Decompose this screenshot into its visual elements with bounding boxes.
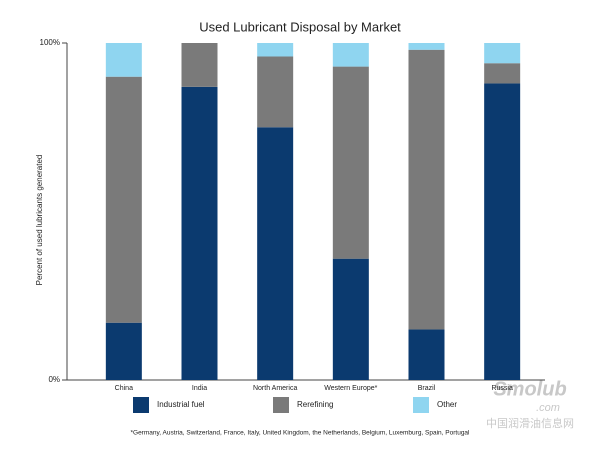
bar-segment — [332, 43, 369, 67]
legend-swatch — [273, 397, 289, 413]
watermark: Smolub — [493, 378, 566, 400]
legend-label: Other — [437, 400, 457, 409]
bar-segment — [105, 43, 142, 77]
chart-title: Used Lubricant Disposal by Market — [199, 19, 401, 34]
y-tick-label: 0% — [48, 375, 60, 384]
bar-segment — [332, 258, 369, 380]
x-tick-label: North America — [253, 385, 297, 392]
bar-segment — [484, 83, 521, 380]
bar-segment — [257, 127, 294, 380]
bar-segment — [332, 66, 369, 259]
x-tick-label: Western Europe* — [324, 385, 377, 392]
bar-segment — [408, 49, 445, 330]
x-tick-label: India — [192, 385, 207, 392]
bar-segment — [181, 43, 218, 87]
bar-segment — [408, 43, 445, 50]
bar-segment — [105, 322, 142, 380]
bar-segment — [181, 86, 218, 380]
y-tick-label: 100% — [40, 38, 60, 47]
legend-label: Rerefining — [297, 400, 333, 409]
legend-swatch — [413, 397, 429, 413]
watermark: 中国润滑油信息网 — [486, 416, 574, 430]
legend-swatch — [133, 397, 149, 413]
bar-segment — [257, 43, 294, 57]
bar-segment — [408, 329, 445, 380]
bar-segment — [105, 76, 142, 323]
bar-segment — [257, 56, 294, 128]
y-axis-label: Percent of used lubricants generated — [35, 155, 44, 286]
x-tick-label: China — [115, 385, 133, 392]
x-tick-label: Brazil — [418, 385, 436, 392]
watermark: .com — [536, 402, 560, 414]
bar-segment — [484, 43, 521, 64]
footnote: *Germany, Austria, Switzerland, France, … — [130, 430, 470, 437]
x-tick-label: Russia — [491, 385, 513, 392]
bar-segment — [484, 63, 521, 84]
legend-label: Industrial fuel — [157, 400, 205, 409]
